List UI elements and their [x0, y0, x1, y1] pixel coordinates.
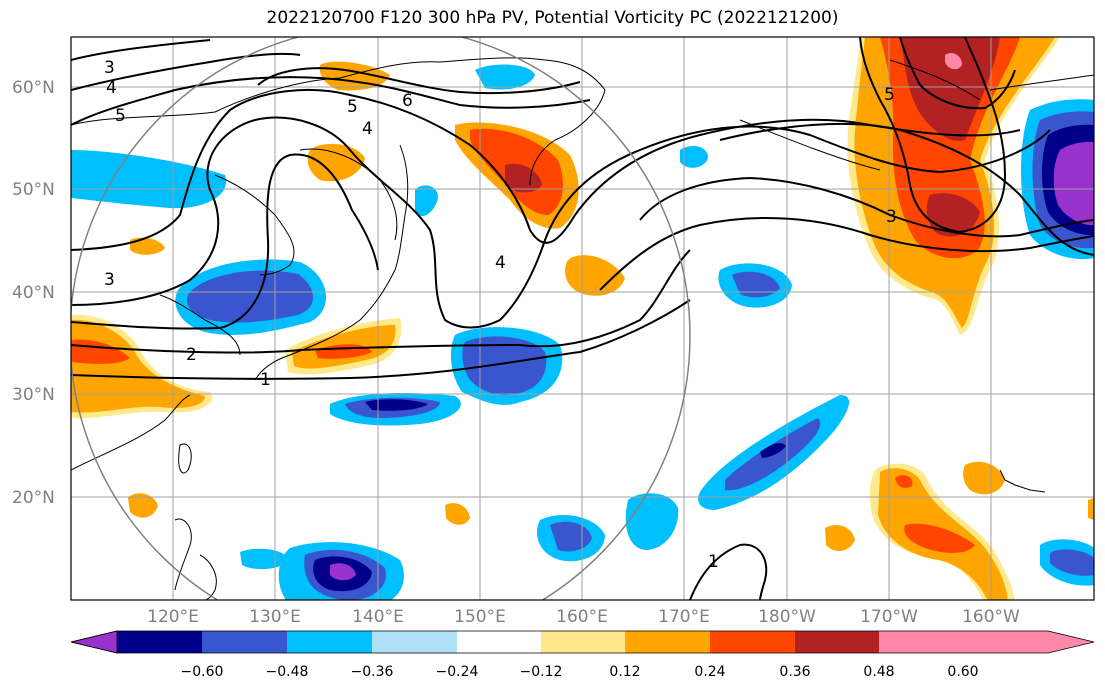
lat-label: 60°N: [12, 78, 55, 98]
map-title: 2022120700 F120 300 hPa PV, Potential Vo…: [266, 8, 839, 28]
contour-label: 5: [884, 85, 895, 105]
colorbar-label: −0.24: [436, 664, 479, 680]
lon-label: 160°E: [556, 607, 608, 627]
contour-label: 1: [708, 552, 719, 572]
contour-label: 3: [104, 270, 115, 290]
gridlines: [71, 37, 1094, 600]
colorbar-label: 0.60: [947, 664, 978, 680]
colorbar-extend-max: [963, 631, 1094, 653]
colorbar-segment: [879, 631, 963, 653]
lon-label: 170°W: [860, 607, 918, 627]
contour-label: 5: [347, 97, 358, 117]
negative-pv-anomalies: [71, 64, 1094, 600]
colorbar-segment: [795, 631, 879, 653]
contour-label: 2: [186, 345, 197, 365]
lon-label: 180°W: [758, 607, 816, 627]
lon-label: 160°W: [962, 607, 1020, 627]
contour-label: 3: [104, 58, 115, 78]
colorbar-label: 0.24: [694, 664, 725, 680]
contour-label: 4: [495, 253, 506, 273]
contour-labels: 3 4 5 6 5 4 2 1 3 4 5 3 1: [104, 58, 897, 572]
lon-label: 130°E: [249, 607, 301, 627]
colorbar-segment: [117, 631, 202, 653]
pv-contours: [71, 37, 1094, 600]
lon-label: 120°E: [147, 607, 199, 627]
colorbar-label: 0.12: [609, 664, 640, 680]
colorbar-segment: [541, 631, 625, 653]
contour-label: 4: [106, 78, 117, 98]
colorbar-segment: [287, 631, 372, 653]
lon-label: 170°E: [658, 607, 710, 627]
colorbar-label: −0.12: [520, 664, 563, 680]
contour-label: 6: [402, 91, 413, 111]
lon-label: 150°E: [454, 607, 506, 627]
colorbar-segment: [625, 631, 710, 653]
positive-pv-anomalies: [71, 37, 1094, 600]
colorbar-label: −0.48: [266, 664, 309, 680]
colorbar-segment: [202, 631, 287, 653]
contour-label: 4: [362, 119, 373, 139]
colorbar-segment: [457, 631, 541, 653]
colorbar-label: −0.36: [351, 664, 394, 680]
lat-label: 40°N: [12, 283, 55, 303]
latitude-labels: 60°N 50°N 40°N 30°N 20°N: [12, 78, 55, 508]
longitude-labels: 120°E 130°E 140°E 150°E 160°E 170°E 180°…: [147, 607, 1020, 627]
colorbar-label: 0.48: [863, 664, 894, 680]
colorbar-label: 0.36: [779, 664, 810, 680]
map-plot-area: 3 4 5 6 5 4 2 1 3 4 5 3 1: [71, 37, 1094, 600]
range-circle: [71, 37, 691, 600]
colorbar-label: −0.60: [181, 664, 224, 680]
lat-label: 30°N: [12, 385, 55, 405]
contour-label: 3: [886, 207, 897, 227]
colorbar-segment: [372, 631, 457, 653]
contour-label: 1: [260, 370, 271, 390]
lat-label: 50°N: [12, 180, 55, 200]
plot-frame: [70, 36, 1095, 601]
colorbar-segment: [710, 631, 795, 653]
colorbar: −0.60 −0.48 −0.36 −0.24 −0.12 0.12 0.24 …: [70, 630, 1095, 680]
lat-label: 20°N: [12, 488, 55, 508]
contour-label: 5: [115, 106, 126, 126]
colorbar-extend-min: [70, 630, 118, 654]
lon-label: 140°E: [352, 607, 404, 627]
